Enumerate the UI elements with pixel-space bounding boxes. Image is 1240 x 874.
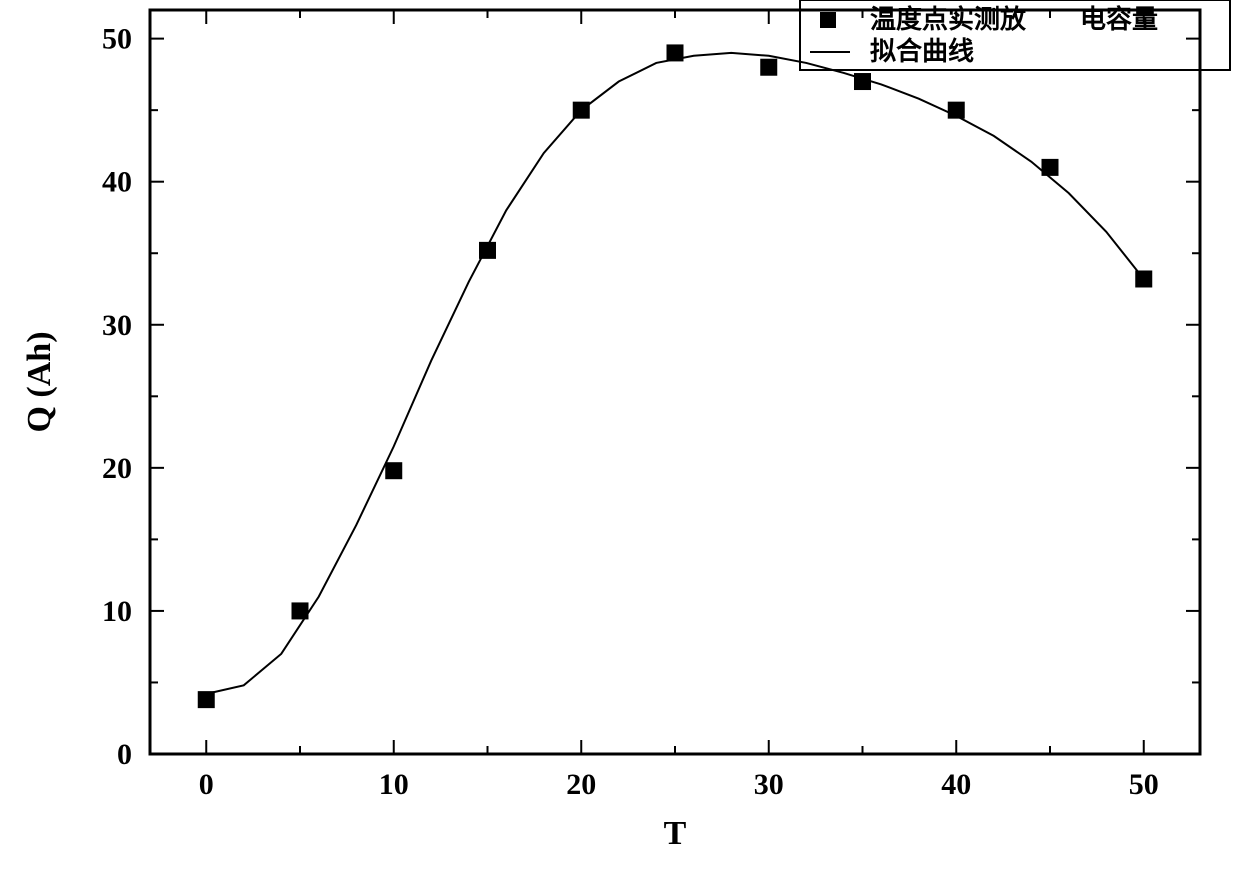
data-point — [292, 603, 308, 619]
plot-frame — [150, 10, 1200, 754]
x-tick-label: 30 — [754, 768, 784, 801]
legend-item-measured-b: 电容量 — [1080, 4, 1158, 34]
data-point — [761, 59, 777, 75]
data-point — [480, 242, 496, 258]
x-tick-label: 10 — [379, 768, 409, 801]
x-tick-label: 0 — [199, 768, 214, 801]
chart-container: 0 10 20 30 40 50 0 10 20 30 40 50 T Q (Ah) 温度点实测放 电容量拟合… — [0, 0, 1240, 874]
data-point — [948, 102, 964, 118]
data-point — [386, 463, 402, 479]
y-tick-label: 30 — [102, 309, 132, 342]
y-tick-label: 0 — [117, 738, 132, 771]
data-point — [1042, 159, 1058, 175]
y-tick-label: 20 — [102, 452, 132, 485]
legend-item-fit: 拟合曲线 — [870, 36, 974, 66]
data-point — [855, 74, 871, 90]
data-point — [1136, 271, 1152, 287]
data-point — [198, 692, 214, 708]
y-tick-label: 40 — [102, 166, 132, 199]
x-tick-label: 50 — [1129, 768, 1159, 801]
data-point — [573, 102, 589, 118]
fit-curve — [206, 53, 1144, 694]
x-tick-label: 40 — [941, 768, 971, 801]
legend-marker-icon — [820, 12, 836, 28]
y-tick-label: 10 — [102, 595, 132, 628]
legend-item-measured-a: 温度点实测放 — [870, 4, 1027, 34]
data-point — [667, 45, 683, 61]
x-axis-label: T — [664, 815, 687, 852]
y-tick-label: 50 — [102, 23, 132, 56]
x-tick-label: 20 — [566, 768, 596, 801]
chart-svg: 0 10 20 30 40 50 0 10 20 30 40 50 T Q (Ah) 温度点实测放 电容量拟合… — [0, 0, 1240, 874]
y-axis-label: Q (Ah) — [21, 331, 58, 432]
